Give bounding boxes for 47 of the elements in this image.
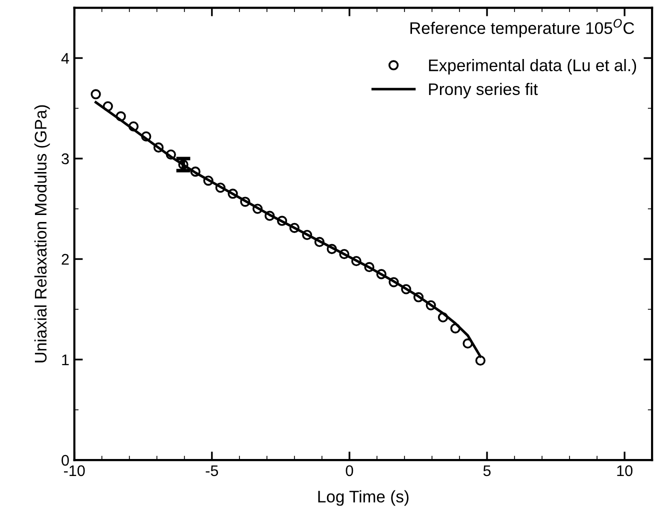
point [153,142,164,153]
y-tick-label: 3 [62,153,69,164]
y-axis-title: Uniaxial Relaxation Modulus (GPa) [34,105,50,362]
x-tick-label: 0 [346,465,354,476]
point [128,121,139,132]
point [302,230,312,240]
x-tick-label: -10 [64,465,85,476]
legend-label: Experimental data (Lu et al.) [429,58,636,75]
x-tick-label: -5 [206,465,218,476]
point [339,248,350,260]
point [426,300,436,310]
point [462,338,473,349]
point [314,236,325,248]
point [276,216,288,226]
point [413,292,424,302]
y-tick-label: 4 [61,53,70,64]
point [215,182,226,193]
point [116,111,126,122]
legend-label: Prony series fit [429,82,538,98]
point [228,188,238,199]
point [166,149,176,160]
x-axis-title: Log Time (s) [318,490,408,506]
point [401,284,412,294]
point [102,101,113,112]
annotation: Reference temperature 105$^{O}$C [410,18,634,38]
point [438,312,448,322]
point [264,210,275,221]
point [203,176,214,186]
point [252,204,263,214]
point [376,269,386,280]
point [351,256,362,266]
point [388,277,399,288]
point [475,355,486,366]
point [364,262,374,272]
y-tick-label: 0 [62,454,69,466]
point [450,323,460,334]
x-tick-label: 10 [617,465,632,476]
x-tick-label: 5 [483,465,491,476]
y-tick-label: 2 [62,254,69,265]
point [326,244,337,254]
point [141,131,152,142]
point [190,166,200,177]
point [240,196,250,207]
point [90,89,101,100]
y-tick-label: 1 [62,354,69,366]
point [289,222,300,233]
point [178,160,188,170]
